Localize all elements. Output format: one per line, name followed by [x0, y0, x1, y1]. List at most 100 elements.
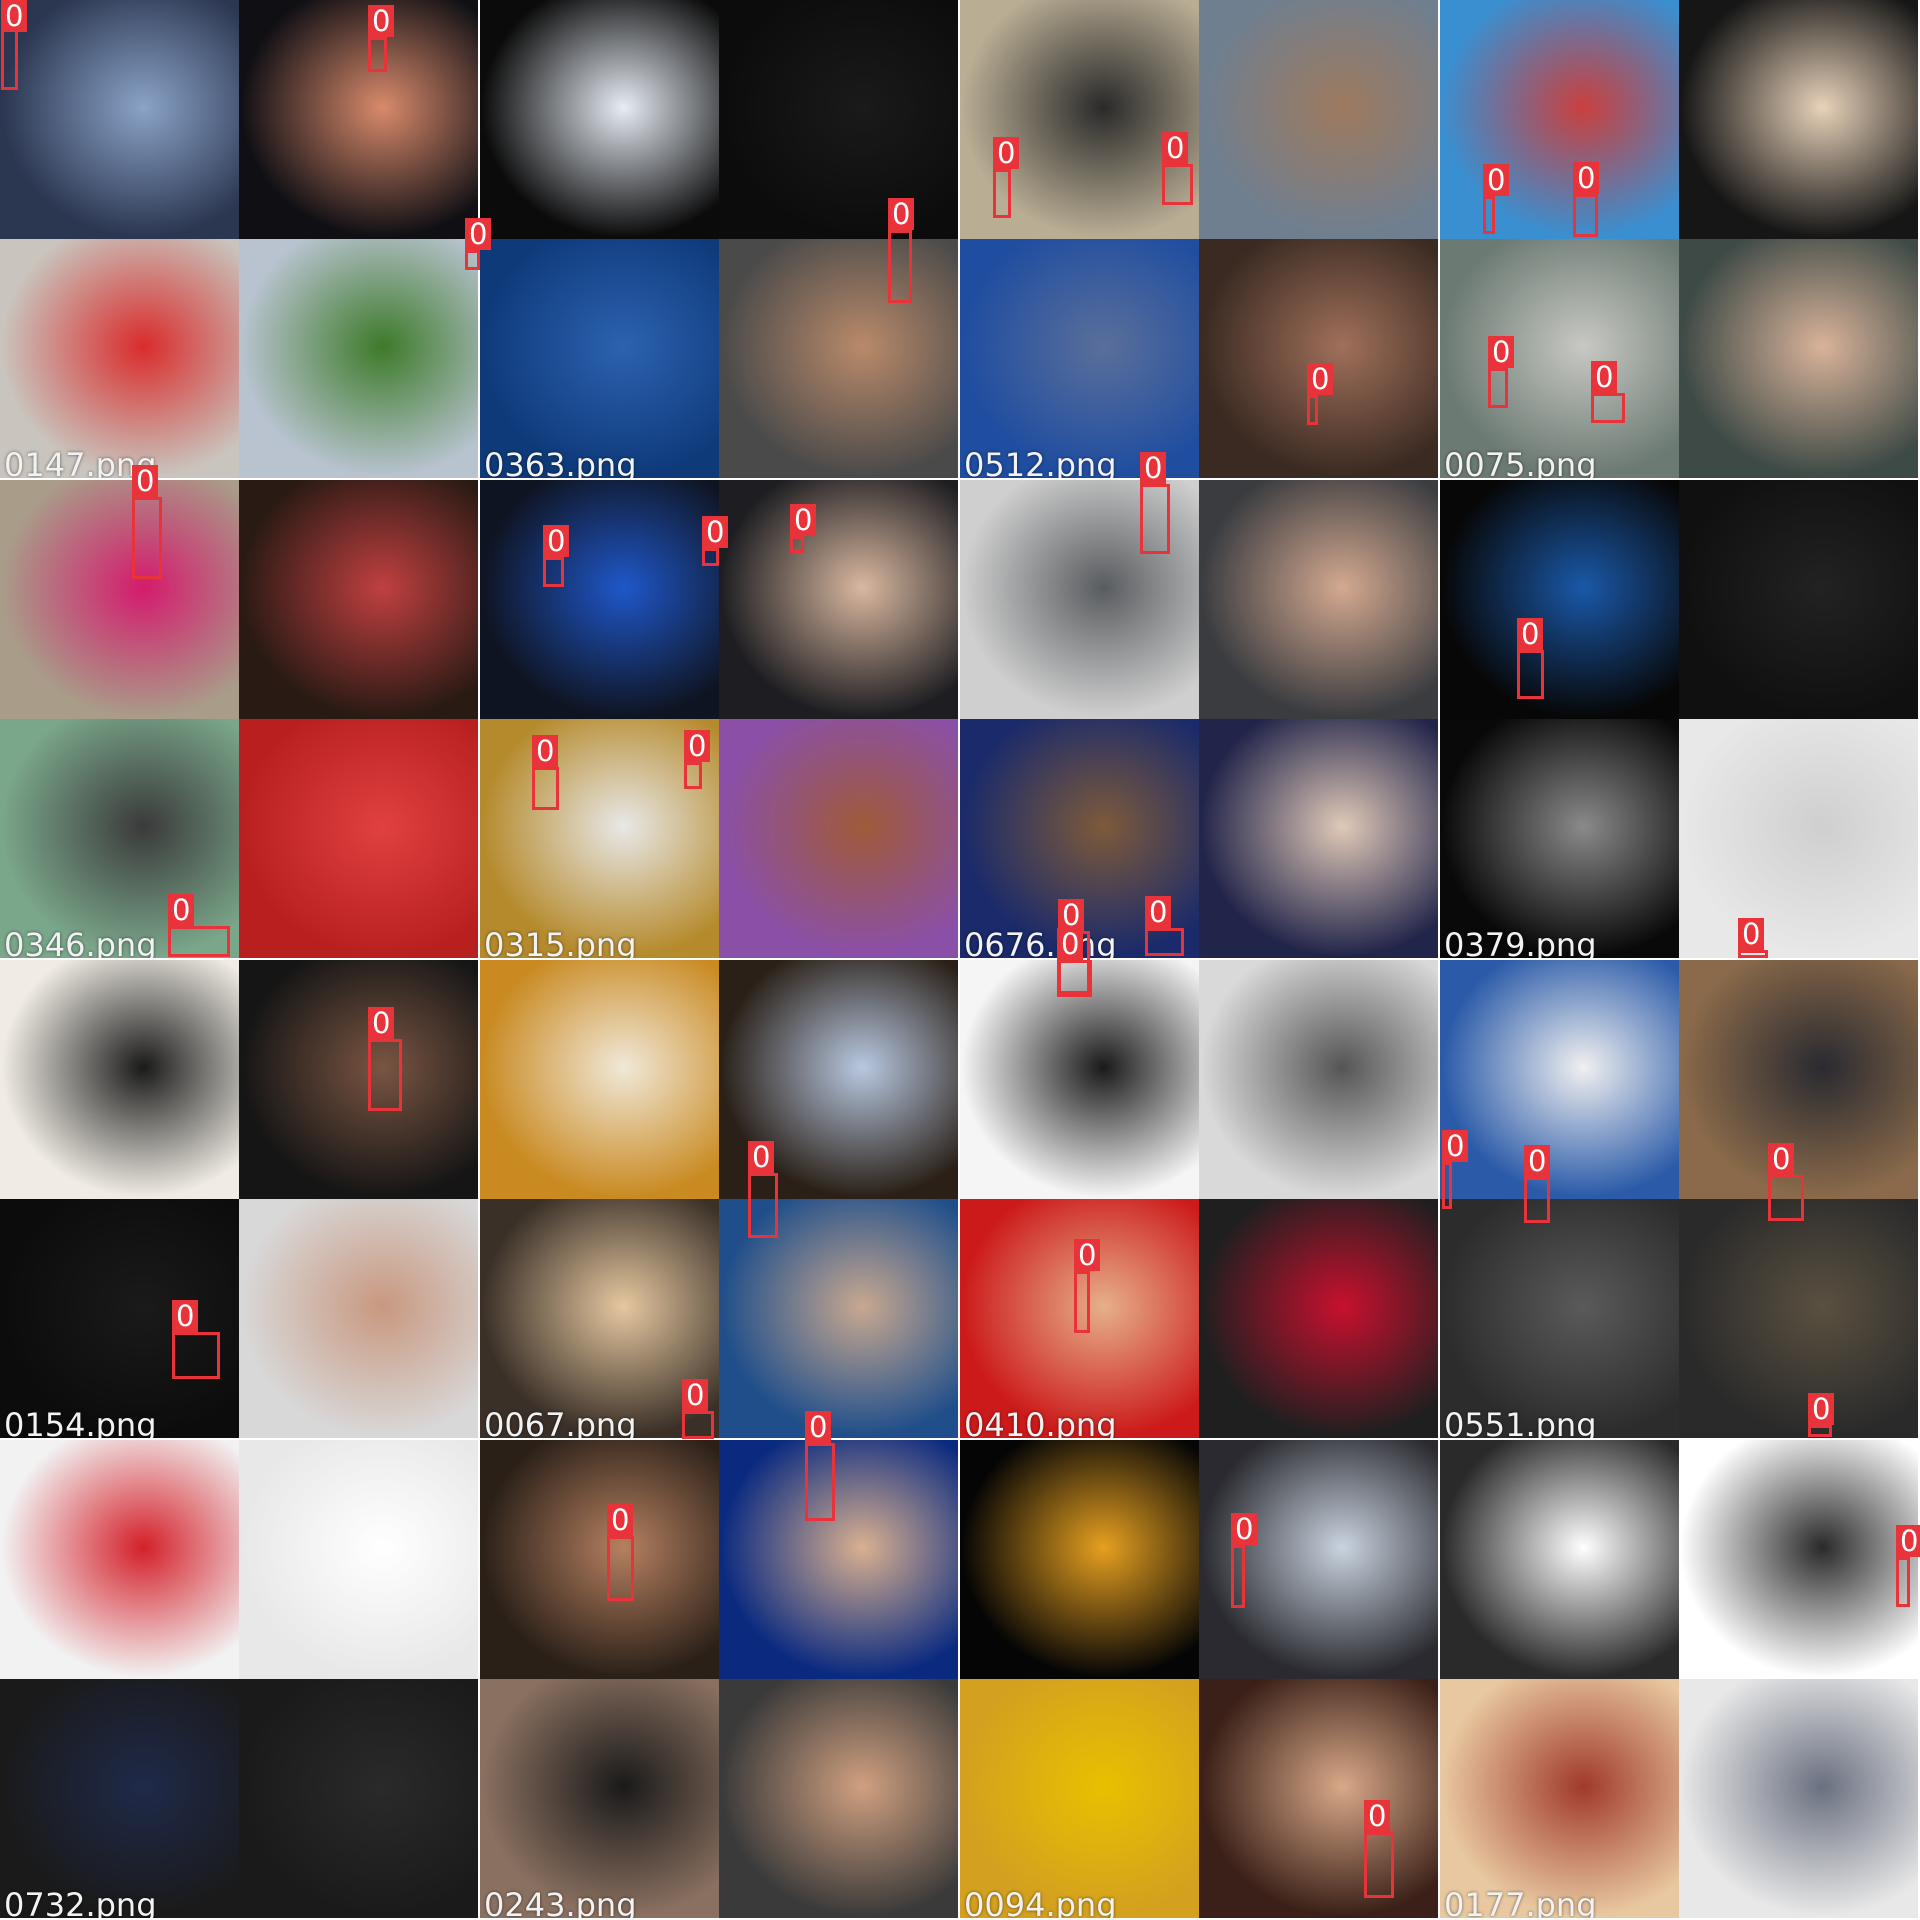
detection-box: [1483, 196, 1495, 234]
photo-crop: [0, 1440, 239, 1679]
tile-filename: 0315.png: [484, 926, 637, 958]
mosaic-tile: 0410.png: [960, 960, 1438, 1438]
detection-box: [532, 767, 559, 810]
photo-crop: [480, 0, 719, 239]
photo-crop: [960, 480, 1199, 719]
photo-crop: [239, 480, 478, 719]
photo-crop: [719, 0, 958, 239]
photo-crop: [960, 1440, 1199, 1679]
detection-box: [1591, 393, 1625, 423]
photo-crop: [1440, 719, 1679, 958]
photo-crop: [480, 239, 719, 478]
photo-crop: [239, 1679, 478, 1918]
photo-crop: [719, 239, 958, 478]
detection-box: [888, 230, 912, 303]
mosaic-tile: 0075.png: [1440, 0, 1918, 478]
photo-crop: [960, 0, 1199, 239]
detection-class-label: 0: [790, 504, 817, 536]
tile-filename: 0243.png: [484, 1886, 637, 1918]
detection-class-label: 0: [607, 1504, 634, 1536]
detection-box: [132, 497, 162, 579]
detection-box: [465, 250, 480, 270]
mosaic-tile: 0243.png: [480, 1440, 958, 1918]
photo-crop: [480, 719, 719, 958]
detection-box: [748, 1173, 778, 1238]
photo-crop: [960, 1199, 1199, 1438]
detection-class-label: 0: [993, 137, 1020, 169]
detection-box: [368, 37, 387, 72]
detection-class-label: 0: [702, 516, 729, 548]
tile-filename: 0147.png: [4, 446, 157, 478]
photo-crop: [1440, 960, 1679, 1199]
detection-class-label: 0: [1896, 1525, 1920, 1557]
photo-crop: [1199, 1679, 1438, 1918]
detection-box: [1074, 1271, 1090, 1333]
detection-class-label: 0: [1591, 361, 1618, 393]
detection-class-label: 0: [1057, 928, 1084, 960]
detection-class-label: 0: [168, 894, 195, 926]
detection-class-label: 0: [1738, 918, 1765, 950]
photo-crop: [1199, 480, 1438, 719]
detection-box: [543, 557, 564, 587]
detection-class-label: 0: [684, 730, 711, 762]
photo-crop: [960, 960, 1199, 1199]
detection-class-label: 0: [172, 1300, 199, 1332]
detection-class-label: 0: [132, 465, 159, 497]
photo-crop: [0, 239, 239, 478]
photo-crop: [239, 719, 478, 958]
photo-crop: [480, 960, 719, 1199]
detection-box: [1488, 368, 1508, 408]
photo-crop: [239, 960, 478, 1199]
tile-filename: 0512.png: [964, 446, 1117, 478]
detection-class-label: 0: [1140, 452, 1167, 484]
detection-box: [1573, 194, 1598, 237]
photo-crop: [1440, 239, 1679, 478]
detection-box: [684, 762, 702, 789]
photo-crop: [1199, 960, 1438, 1199]
detection-box: [790, 536, 804, 553]
mosaic-tile: 0379.png: [1440, 480, 1918, 958]
detection-box: [172, 1332, 220, 1379]
detection-class-label: 0: [543, 525, 570, 557]
photo-crop: [1199, 239, 1438, 478]
photo-crop: [239, 1199, 478, 1438]
detection-class-label: 0: [1488, 336, 1515, 368]
photo-crop: [960, 1679, 1199, 1918]
detection-box: [1768, 1175, 1804, 1221]
detection-box: [1057, 960, 1092, 997]
mosaic-tile: 0732.png: [0, 1440, 478, 1918]
tile-filename: 0410.png: [964, 1406, 1117, 1438]
detection-class-label: 0: [368, 1007, 395, 1039]
mosaic-tile: 0067.png: [480, 960, 958, 1438]
detection-class-label: 0: [1, 0, 28, 32]
tile-filename: 0154.png: [4, 1406, 157, 1438]
detection-class-label: 0: [748, 1141, 775, 1173]
photo-crop: [1440, 0, 1679, 239]
detection-class-label: 0: [1524, 1145, 1551, 1177]
photo-crop: [1199, 1199, 1438, 1438]
detection-class-label: 0: [682, 1379, 709, 1411]
detection-class-label: 0: [1307, 363, 1334, 395]
detection-class-label: 0: [1364, 1800, 1391, 1832]
mosaic-tile: 0346.png: [0, 480, 478, 958]
photo-crop: [719, 1199, 958, 1438]
detection-box: [368, 1039, 402, 1111]
photo-crop: [719, 719, 958, 958]
detection-box: [993, 169, 1011, 218]
detection-box: [1307, 395, 1318, 425]
tile-filename: 0363.png: [484, 446, 637, 478]
photo-crop: [239, 1440, 478, 1679]
detection-box: [1140, 484, 1170, 554]
mosaic-tile: 0551.png: [1440, 960, 1918, 1438]
photo-crop: [719, 1440, 958, 1679]
photo-crop: [1679, 239, 1918, 478]
photo-crop: [480, 1679, 719, 1918]
tile-filename: 0075.png: [1444, 446, 1597, 478]
detection-class-label: 0: [368, 5, 395, 37]
tile-filename: 0551.png: [1444, 1406, 1597, 1438]
mosaic-tile: 0177.png: [1440, 1440, 1918, 1918]
photo-crop: [1440, 480, 1679, 719]
photo-crop: [0, 719, 239, 958]
detection-box: [1896, 1557, 1910, 1607]
